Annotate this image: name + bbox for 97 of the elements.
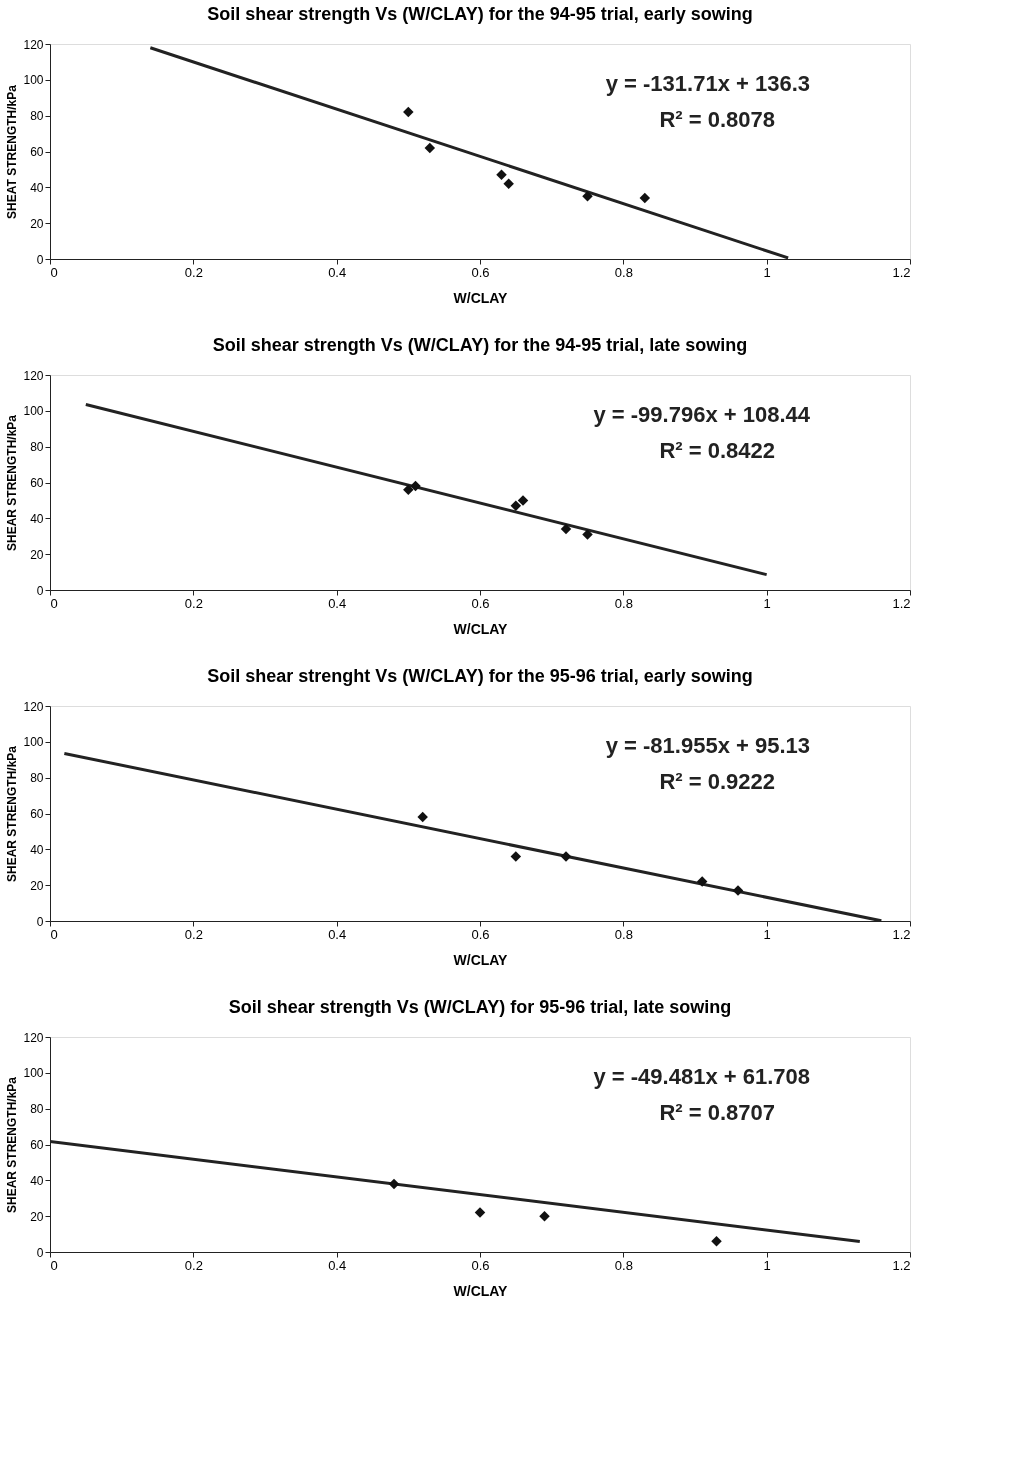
x-axis-title: W/CLAY: [453, 951, 509, 968]
point: [496, 169, 507, 181]
x-tick-label: 0.8: [614, 264, 633, 280]
x-tick-label: 1: [763, 1257, 771, 1273]
point: [539, 1210, 550, 1222]
x-axis-title: W/CLAY: [453, 1282, 509, 1299]
point: [510, 500, 522, 512]
x-tick-label: 0: [50, 264, 58, 280]
y-tick-label: 40: [30, 180, 44, 195]
annotation: R² = 0.9222: [659, 769, 775, 794]
chart-title: Soil shear strenght Vs (W/CLAY) for the 95-96 trial, early sowing: [207, 666, 753, 686]
y-tick-label: 20: [30, 1209, 44, 1224]
y-tick-label: 60: [30, 1138, 44, 1152]
y-tick-label: 40: [30, 1173, 44, 1188]
y-tick-label: 120: [23, 1030, 44, 1045]
y-tick-label: 0: [36, 1245, 44, 1260]
y-tick-label: 100: [23, 73, 44, 88]
x-tick-label: 0.2: [184, 595, 203, 611]
x-tick-label: 0.8: [614, 1257, 633, 1273]
x-tick-label: 1.2: [892, 595, 911, 611]
point: [582, 529, 593, 540]
x-tick-label: 1: [763, 264, 771, 280]
point: [410, 480, 421, 492]
y-tick-label: 60: [30, 807, 44, 821]
y-tick-label: 0: [36, 583, 44, 598]
x-tick-label: 0: [50, 926, 58, 942]
x-tick-label: 0.6: [471, 926, 490, 942]
x-tick-label: 0: [50, 595, 58, 611]
point: [696, 876, 708, 887]
point: [639, 192, 651, 204]
y-tick-label: 60: [30, 145, 44, 159]
chart-title: Soil shear strength Vs (W/CLAY) for 95-96 trial, late sowing: [228, 997, 732, 1017]
x-tick-label: 1.2: [892, 264, 911, 280]
y-axis-title: SHEAR STRENGTH/kPa: [5, 1076, 20, 1214]
point: [711, 1236, 722, 1247]
annotation: y = -49.481x + 61.708: [593, 1064, 810, 1089]
x-tick-label: 0.4: [328, 264, 347, 280]
point: [424, 142, 436, 154]
x-tick-label: 0.2: [184, 1257, 203, 1273]
y-axis-title: SHEAR STRENGTH/kPa: [5, 414, 20, 552]
x-tick-label: 0.4: [328, 1257, 347, 1273]
x-tick-label: 0.6: [471, 1257, 490, 1273]
x-tick-label: 0.8: [614, 595, 633, 611]
x-axis-title: W/CLAY: [453, 620, 509, 637]
y-tick-label: 100: [23, 1066, 44, 1081]
y-tick-label: 80: [30, 440, 44, 455]
x-tick-label: 0.4: [328, 595, 347, 611]
x-tick-label: 0.2: [184, 264, 203, 280]
y-tick-label: 40: [30, 511, 44, 526]
point: [560, 851, 572, 862]
x-tick-label: 0.6: [471, 264, 490, 280]
chart-title: Soil shear strength Vs (W/CLAY) for the 94-95 trial, late sowing: [212, 335, 748, 355]
annotation: R² = 0.8078: [659, 107, 775, 132]
x-tick-label: 1: [763, 595, 771, 611]
x-axis-title: W/CLAY: [453, 289, 509, 306]
y-tick-label: 120: [23, 368, 44, 383]
annotation: R² = 0.8422: [659, 438, 775, 463]
point: [560, 523, 572, 535]
y-tick-label: 0: [36, 252, 44, 267]
annotation: R² = 0.8707: [659, 1100, 775, 1125]
y-tick-label: 100: [23, 404, 44, 419]
x-tick-label: 1: [763, 926, 771, 942]
point: [732, 885, 744, 896]
y-tick-label: 20: [30, 216, 44, 231]
point: [417, 811, 428, 823]
y-tick-label: 80: [30, 109, 44, 124]
point: [403, 106, 414, 118]
annotation: y = -81.955x + 95.13: [605, 733, 810, 758]
annotation: y = -131.71x + 136.3: [605, 71, 810, 96]
point: [503, 178, 514, 189]
y-tick-label: 20: [30, 878, 44, 893]
x-tick-label: 0.2: [184, 926, 203, 942]
y-tick-label: 40: [30, 842, 44, 857]
x-tick-label: 0.4: [328, 926, 347, 942]
point: [474, 1207, 486, 1218]
annotation: y = -99.796x + 108.44: [593, 402, 811, 427]
x-tick-label: 0.8: [614, 926, 633, 942]
y-tick-label: 80: [30, 1102, 44, 1117]
y-tick-label: 60: [30, 476, 44, 490]
chart-title: Soil shear strength Vs (W/CLAY) for the 94-95 trial, early sowing: [207, 4, 753, 24]
point: [517, 495, 529, 506]
y-tick-label: 120: [23, 37, 44, 52]
y-tick-label: 20: [30, 547, 44, 562]
point: [582, 191, 593, 202]
y-axis-title: SHEAT STRENGTH/kPa: [5, 84, 20, 219]
x-tick-label: 0: [50, 1257, 58, 1273]
y-axis-title: SHEAR STRENGTH/kPa: [5, 745, 20, 883]
y-tick-label: 100: [23, 735, 44, 750]
y-tick-label: 80: [30, 771, 44, 786]
x-tick-label: 1.2: [892, 1257, 911, 1273]
x-tick-label: 1.2: [892, 926, 911, 942]
x-tick-label: 0.6: [471, 595, 490, 611]
point: [388, 1178, 400, 1190]
y-tick-label: 120: [23, 699, 44, 714]
y-tick-label: 0: [36, 914, 44, 929]
point: [510, 851, 522, 862]
point: [403, 484, 414, 495]
